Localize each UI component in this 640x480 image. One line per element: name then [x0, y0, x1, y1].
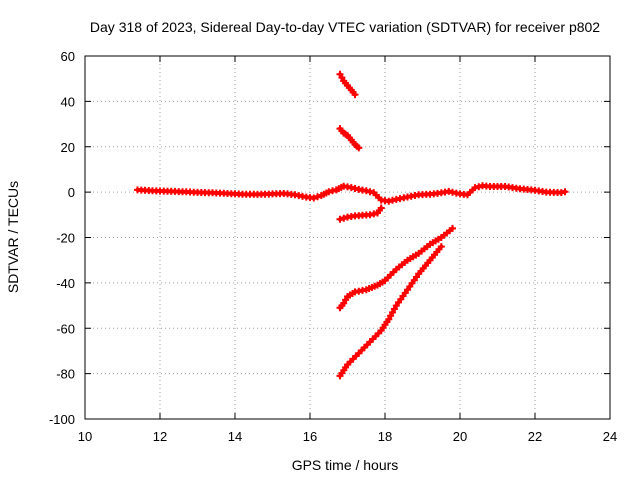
x-tick-label: 16 — [303, 429, 317, 444]
x-tick-label: 18 — [378, 429, 392, 444]
x-axis-label: GPS time / hours — [292, 457, 399, 473]
data-point — [336, 215, 344, 223]
x-tick-label: 20 — [453, 429, 467, 444]
series-descending-arc-1 — [336, 224, 456, 312]
data-point — [310, 194, 318, 202]
data-series — [134, 70, 569, 380]
series-upper-arc-2 — [336, 125, 363, 152]
y-tick-label: 60 — [61, 49, 75, 64]
y-tick-label: 0 — [68, 185, 75, 200]
grid-lines — [85, 56, 610, 419]
y-tick-label: 20 — [61, 140, 75, 155]
series-upper-arc-1 — [336, 70, 359, 99]
y-tick-label: -40 — [56, 276, 75, 291]
y-tick-label: -20 — [56, 231, 75, 246]
y-tick-label: -60 — [56, 321, 75, 336]
data-point — [561, 188, 569, 196]
data-point — [449, 224, 456, 232]
data-point — [314, 193, 321, 201]
x-tick-label: 10 — [78, 429, 92, 444]
series-main-track — [134, 182, 569, 205]
x-tick-label: 22 — [528, 429, 542, 444]
y-axis-label: SDTVAR / TECUs — [5, 181, 21, 293]
data-point — [437, 243, 445, 251]
x-tick-label: 14 — [228, 429, 242, 444]
x-tick-label: 12 — [153, 429, 167, 444]
data-point — [340, 214, 348, 222]
data-point — [351, 91, 359, 99]
x-tick-label: 24 — [603, 429, 617, 444]
data-point — [377, 204, 385, 212]
y-tick-label: -80 — [56, 367, 75, 382]
chart-title: Day 318 of 2023, Sidereal Day-to-day VTE… — [90, 19, 600, 35]
y-tick-label: 40 — [61, 94, 75, 109]
series-lower-arc-1 — [336, 204, 385, 223]
y-tick-label: -100 — [49, 412, 75, 427]
axis-ticks: 10 12 14 16 18 20 22 24 -100 -80 -60 -40 -20 0 20 40 60 — [49, 49, 617, 444]
series-descending-arc-2 — [336, 243, 445, 380]
data-point — [355, 144, 363, 152]
